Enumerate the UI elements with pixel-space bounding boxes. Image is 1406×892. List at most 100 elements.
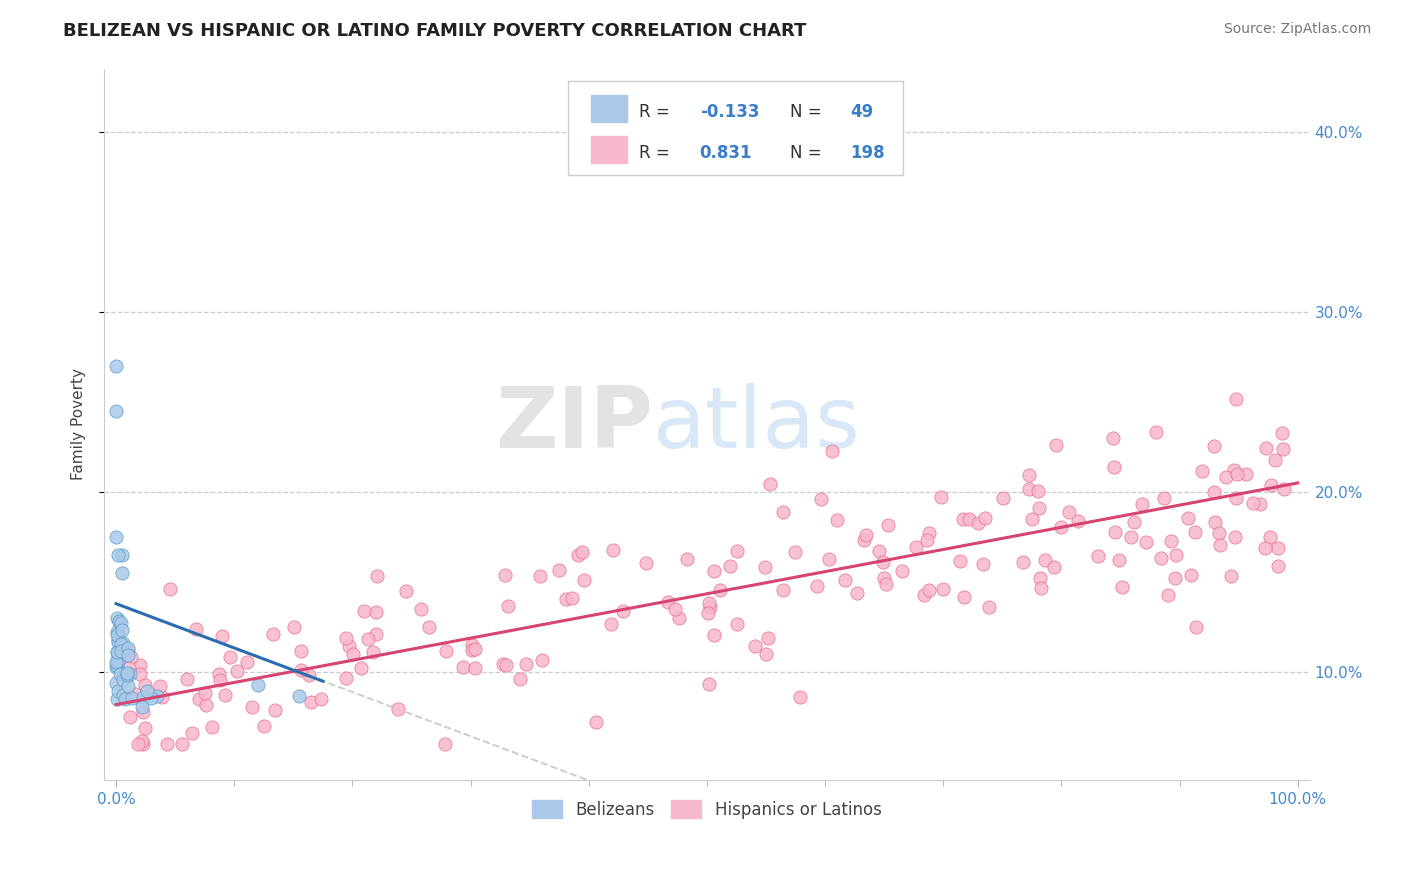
Point <box>1177 511 1199 525</box>
Point <box>105 660 128 674</box>
Point <box>979 599 1001 614</box>
Point <box>105 655 128 669</box>
Point <box>1209 538 1232 552</box>
Point <box>772 504 794 518</box>
Point <box>555 591 578 606</box>
Point <box>529 569 551 583</box>
Point <box>852 533 875 547</box>
Point <box>111 548 134 562</box>
Point <box>561 591 583 606</box>
Point <box>876 518 898 533</box>
Point <box>1021 512 1043 526</box>
Point <box>107 615 129 629</box>
Point <box>129 667 152 681</box>
Point <box>973 511 995 525</box>
Point <box>1202 439 1225 453</box>
Point <box>111 566 134 580</box>
Point <box>957 512 980 526</box>
Point <box>290 663 312 677</box>
Point <box>357 632 380 646</box>
Point <box>246 678 269 692</box>
Point <box>111 636 134 650</box>
Point <box>1043 560 1066 574</box>
FancyBboxPatch shape <box>568 81 904 176</box>
Point <box>107 654 129 668</box>
Point <box>129 657 152 672</box>
Point <box>188 692 211 706</box>
Point <box>395 584 418 599</box>
Point <box>132 705 155 719</box>
Point <box>817 551 839 566</box>
Point <box>509 672 531 686</box>
Point <box>657 595 679 609</box>
Point <box>709 583 731 598</box>
Point <box>1160 534 1182 549</box>
Point <box>834 574 856 588</box>
Point <box>218 650 240 665</box>
Text: Source: ZipAtlas.com: Source: ZipAtlas.com <box>1223 22 1371 37</box>
Point <box>825 513 848 527</box>
Text: BELIZEAN VS HISPANIC OR LATINO FAMILY POVERTY CORRELATION CHART: BELIZEAN VS HISPANIC OR LATINO FAMILY PO… <box>63 22 807 40</box>
Point <box>1191 464 1213 478</box>
Point <box>201 720 224 734</box>
Point <box>1111 580 1133 594</box>
Point <box>350 661 373 675</box>
Point <box>111 624 134 638</box>
Point <box>783 545 806 559</box>
Point <box>754 559 776 574</box>
Point <box>1225 530 1247 544</box>
Point <box>131 734 153 748</box>
Point <box>186 622 208 636</box>
Text: 49: 49 <box>851 103 873 121</box>
Point <box>725 544 748 558</box>
Point <box>145 689 167 703</box>
Text: ZIP: ZIP <box>495 383 652 466</box>
Point <box>789 690 811 704</box>
Point <box>107 650 129 665</box>
Point <box>494 567 516 582</box>
Point <box>108 667 131 681</box>
Point <box>139 691 162 706</box>
Point <box>758 476 780 491</box>
Point <box>461 643 484 657</box>
Point <box>1272 442 1295 456</box>
Point <box>1164 571 1187 585</box>
Point <box>1241 495 1264 509</box>
Point <box>110 615 132 630</box>
Point <box>366 605 388 619</box>
Point <box>335 631 357 645</box>
Point <box>1272 482 1295 496</box>
Point <box>1166 548 1188 562</box>
Text: N =: N = <box>790 103 827 121</box>
Point <box>758 631 780 645</box>
Point <box>288 689 311 703</box>
Point <box>991 491 1014 505</box>
Point <box>366 627 388 641</box>
Point <box>262 627 284 641</box>
Point <box>810 491 832 506</box>
Point <box>418 620 440 634</box>
Point <box>1087 549 1109 563</box>
Point <box>105 530 128 544</box>
Point <box>1026 483 1049 498</box>
Point <box>697 596 720 610</box>
Point <box>134 677 156 691</box>
Point <box>1267 541 1289 555</box>
Point <box>117 648 139 662</box>
Point <box>1104 525 1126 540</box>
Point <box>363 645 385 659</box>
Legend: Belizeans, Hispanics or Latinos: Belizeans, Hispanics or Latinos <box>526 793 889 825</box>
Point <box>1222 463 1244 477</box>
Point <box>725 617 748 632</box>
Point <box>409 601 432 615</box>
Point <box>387 701 409 715</box>
Point <box>496 599 519 613</box>
Point <box>309 692 332 706</box>
Point <box>180 726 202 740</box>
Point <box>1180 568 1202 582</box>
Point <box>875 577 897 591</box>
Point <box>1028 501 1050 516</box>
Point <box>772 582 794 597</box>
Text: R =: R = <box>640 103 675 121</box>
Point <box>195 698 218 712</box>
